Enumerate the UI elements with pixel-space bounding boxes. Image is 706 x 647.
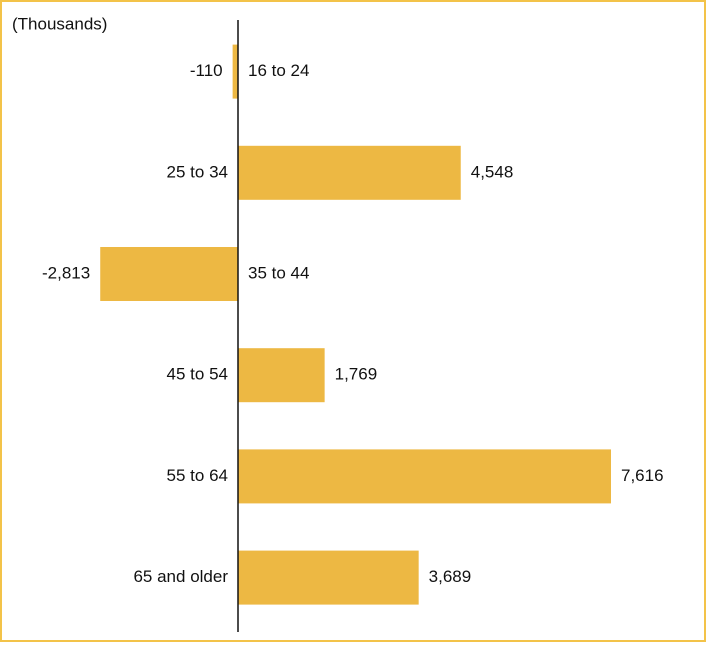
value-label: 1,769 xyxy=(335,365,378,384)
bar xyxy=(232,44,238,99)
category-label: 55 to 64 xyxy=(167,466,228,485)
bar xyxy=(238,550,419,605)
chart-subtitle: (Thousands) xyxy=(12,14,107,33)
category-label: 45 to 54 xyxy=(167,365,228,384)
bar xyxy=(238,145,461,200)
category-label: 25 to 34 xyxy=(167,162,228,181)
category-label: 16 to 24 xyxy=(248,61,309,80)
value-label: 4,548 xyxy=(471,162,514,181)
bar xyxy=(238,348,325,403)
value-label: 3,689 xyxy=(429,567,472,586)
value-label: -110 xyxy=(190,61,223,80)
category-label: 65 and older xyxy=(133,567,228,586)
bar xyxy=(238,449,611,504)
category-label: 35 to 44 xyxy=(248,263,309,282)
value-label: -2,813 xyxy=(42,263,90,282)
bar xyxy=(100,247,239,301)
value-label: 7,616 xyxy=(621,466,664,485)
